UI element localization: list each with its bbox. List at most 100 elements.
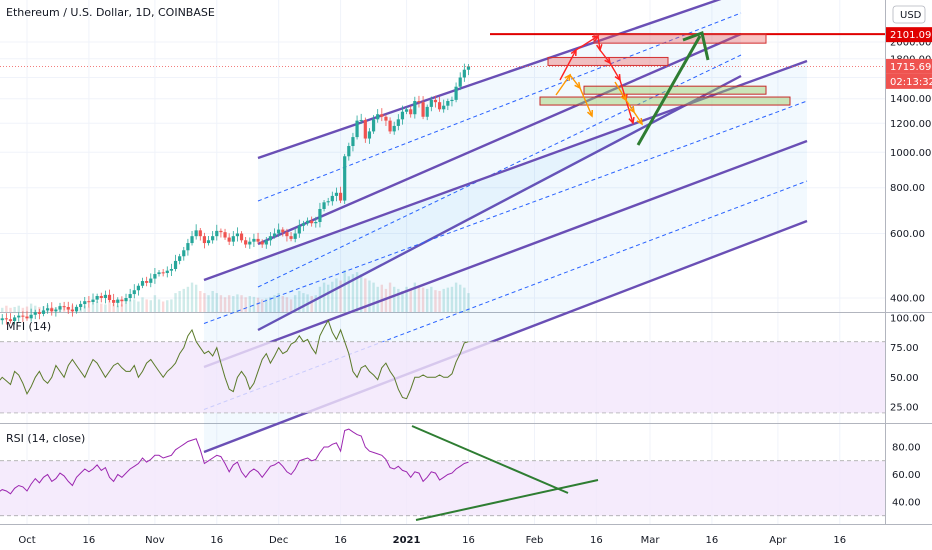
candle-body bbox=[79, 304, 83, 307]
candle-body bbox=[252, 238, 256, 242]
volume-bar bbox=[298, 291, 301, 312]
candle-body bbox=[305, 220, 310, 224]
volume-bar bbox=[153, 295, 157, 312]
volume-bar bbox=[326, 284, 330, 312]
volume-bar bbox=[215, 293, 218, 312]
candle-body bbox=[384, 116, 388, 121]
volume-bar bbox=[91, 303, 95, 312]
volume-bar bbox=[252, 296, 256, 312]
time-tick-label: 16 bbox=[462, 535, 475, 546]
volume-bar bbox=[430, 286, 433, 312]
channel-line bbox=[257, 0, 722, 160]
candle-body bbox=[235, 233, 240, 237]
candle-body bbox=[99, 296, 103, 298]
candle-body bbox=[173, 260, 178, 269]
supply-zone-upper bbox=[593, 33, 767, 44]
candle-body bbox=[219, 230, 223, 233]
orange-path-1 bbox=[555, 73, 593, 117]
volume-bar bbox=[446, 287, 450, 312]
candle-body bbox=[13, 317, 17, 322]
volume-bar bbox=[405, 286, 408, 312]
mfi-line bbox=[0, 319, 469, 400]
volume-bar bbox=[194, 284, 198, 312]
time-tick-label: Mar bbox=[641, 535, 661, 546]
candle-body bbox=[215, 230, 219, 237]
candle-body bbox=[363, 119, 367, 139]
candle-body bbox=[202, 236, 207, 244]
time-tick-label: Oct bbox=[18, 535, 35, 546]
candle-body bbox=[140, 281, 145, 286]
volume-bar bbox=[219, 295, 223, 312]
candle-body bbox=[206, 240, 211, 244]
candle-body bbox=[186, 243, 190, 251]
volume-bar bbox=[100, 303, 103, 312]
candle-body bbox=[446, 101, 450, 106]
volume-bar bbox=[384, 288, 388, 312]
red-path-head bbox=[596, 44, 603, 52]
volume-bar bbox=[145, 299, 148, 312]
volume-bar bbox=[120, 304, 124, 312]
candle-body bbox=[409, 109, 413, 115]
candle-body bbox=[400, 111, 405, 120]
volume-bar bbox=[459, 284, 462, 312]
volume-bar bbox=[442, 288, 445, 312]
volume-bar bbox=[343, 270, 346, 312]
candle-body bbox=[371, 119, 376, 132]
time-tick-label: 16 bbox=[83, 535, 96, 546]
candle-body bbox=[466, 66, 471, 70]
volume-bar bbox=[141, 297, 144, 312]
volume-bar bbox=[413, 282, 417, 312]
volume-bar bbox=[310, 296, 313, 312]
volume-bar bbox=[318, 286, 322, 312]
volume-bar bbox=[355, 272, 359, 312]
volume-bar bbox=[347, 276, 351, 312]
candle-body bbox=[417, 101, 421, 103]
candle-body bbox=[244, 240, 248, 245]
volume-bar bbox=[426, 288, 429, 312]
volume-bar bbox=[116, 305, 119, 312]
rsi-tick-label: 40.00 bbox=[892, 498, 921, 509]
volume-bar bbox=[227, 295, 231, 312]
volume-bar bbox=[289, 299, 293, 312]
price-tick-label: 400.00 bbox=[890, 294, 925, 305]
rsi-tick-label: 60.00 bbox=[892, 470, 921, 481]
volume-bar bbox=[21, 307, 25, 312]
rsi-tick-label: 80.00 bbox=[892, 443, 921, 454]
candle-body bbox=[54, 309, 58, 312]
price-tick-label: 2000.00 bbox=[890, 38, 931, 49]
axes: 400.00 600.00 800.00 1000.00 1200.00 1400.00 1… bbox=[18, 38, 931, 547]
mfi-pane bbox=[0, 319, 885, 414]
candles bbox=[0, 63, 471, 325]
candle-body bbox=[297, 225, 301, 234]
candle-body bbox=[194, 230, 198, 237]
volume-bar bbox=[203, 293, 206, 312]
candle-body bbox=[21, 315, 25, 317]
price-tick-label: 800.00 bbox=[890, 183, 925, 194]
green-breakout-arrow bbox=[636, 35, 702, 146]
volume-bar bbox=[368, 280, 371, 312]
volume-bar bbox=[149, 300, 152, 312]
volume-bar bbox=[128, 300, 132, 312]
candle-body bbox=[260, 241, 264, 245]
candle-body bbox=[404, 109, 409, 112]
candle-body bbox=[450, 99, 454, 102]
volume-bar bbox=[364, 278, 367, 312]
candle-body bbox=[128, 294, 132, 298]
price-tags: 2101.09 1715.69 02:13:32 bbox=[886, 27, 932, 89]
candle-body bbox=[338, 192, 343, 201]
candle-body bbox=[293, 233, 297, 239]
candle-body bbox=[227, 237, 231, 242]
currency-badge[interactable]: USD bbox=[892, 5, 926, 24]
candle-body bbox=[248, 241, 252, 245]
candle-body bbox=[380, 114, 384, 117]
candle-body bbox=[91, 299, 95, 303]
current-price-tag-bg bbox=[886, 58, 932, 74]
candle-body bbox=[178, 256, 182, 261]
candle-body bbox=[103, 294, 107, 298]
candle-body bbox=[334, 192, 339, 196]
candle-body bbox=[41, 310, 46, 314]
candle-body bbox=[322, 202, 326, 209]
candle-body bbox=[301, 223, 306, 226]
candle-body bbox=[66, 306, 70, 310]
